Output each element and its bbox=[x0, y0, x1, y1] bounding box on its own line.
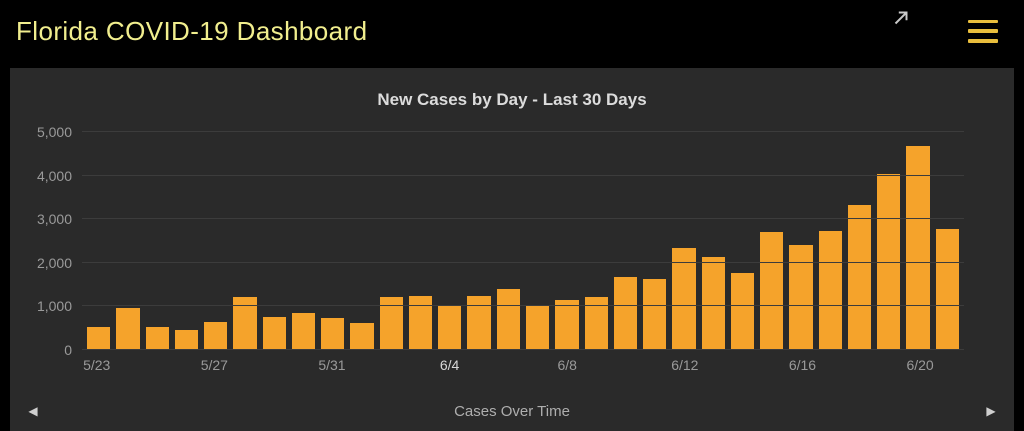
bar-slot bbox=[640, 132, 669, 350]
x-tick-label: 6/8 bbox=[557, 357, 577, 373]
bar-5/28[interactable] bbox=[233, 297, 257, 350]
y-tick-label: 1,000 bbox=[36, 298, 72, 315]
bar-slot bbox=[377, 132, 406, 350]
bar-6/8[interactable] bbox=[555, 299, 579, 350]
plot-area bbox=[82, 131, 964, 350]
bar-slot bbox=[113, 132, 142, 350]
x-axis: 5/23 5/27 5/31 6/4 6/8 6/12 6/16 6/20 bbox=[82, 350, 964, 380]
bar-6/13[interactable] bbox=[701, 257, 725, 350]
x-tick-label: 6/16 bbox=[788, 357, 817, 373]
bar-5/29[interactable] bbox=[262, 316, 286, 350]
bar-6/14[interactable] bbox=[730, 273, 755, 350]
bar-5/31[interactable] bbox=[321, 318, 345, 350]
bar-6/16[interactable] bbox=[789, 244, 813, 350]
bar-6/17[interactable] bbox=[818, 230, 842, 350]
bar-6/7[interactable] bbox=[525, 304, 550, 350]
x-tick-label: 5/23 bbox=[83, 357, 111, 373]
x-tick-label: 6/20 bbox=[906, 357, 934, 373]
bar-slot bbox=[845, 132, 874, 350]
y-tick-label: 4,000 bbox=[36, 167, 72, 184]
bar-6/2[interactable] bbox=[379, 297, 403, 350]
chart-title: New Cases by Day - Last 30 Days bbox=[377, 90, 647, 109]
bar-5/26[interactable] bbox=[174, 329, 199, 350]
expand-button[interactable] bbox=[890, 7, 912, 29]
x-tick-label: 6/4 bbox=[439, 357, 460, 373]
gridline bbox=[82, 349, 964, 350]
bar-6/1[interactable] bbox=[350, 323, 374, 350]
bar-slot bbox=[230, 132, 259, 350]
gridline bbox=[82, 261, 964, 263]
bar-6/15[interactable] bbox=[760, 231, 784, 350]
y-tick-label: 0 bbox=[64, 342, 72, 358]
footer-label: Cases Over Time bbox=[454, 402, 570, 420]
bar-slot bbox=[523, 132, 552, 350]
scroll-right-arrow-icon[interactable]: ▶ bbox=[986, 404, 996, 418]
y-tick-label: 2,000 bbox=[36, 254, 72, 271]
x-tick-label: 6/12 bbox=[671, 357, 699, 373]
footer-bar: ◀ Cases Over Time ▶ bbox=[10, 395, 1014, 431]
y-tick-label: 5,000 bbox=[36, 124, 72, 140]
menu-button[interactable] bbox=[968, 19, 998, 43]
bar-slot bbox=[728, 132, 757, 350]
bar-6/3[interactable] bbox=[408, 295, 433, 350]
scroll-left-arrow-icon[interactable]: ◀ bbox=[28, 404, 38, 418]
bar-slot bbox=[757, 132, 786, 350]
bar-slot bbox=[435, 132, 464, 350]
bar-slot bbox=[260, 132, 289, 350]
bar-slot bbox=[816, 132, 845, 350]
x-tick-label: 5/27 bbox=[200, 357, 228, 373]
y-tick-label: 3,000 bbox=[36, 211, 72, 228]
bar-slot bbox=[699, 132, 728, 350]
bar-slot bbox=[289, 132, 318, 350]
bar-slot bbox=[172, 132, 201, 350]
page-title: Florida COVID-19 Dashboard bbox=[16, 15, 368, 46]
bar-5/25[interactable] bbox=[145, 326, 169, 350]
bar-5/27[interactable] bbox=[204, 322, 228, 350]
bar-6/4[interactable] bbox=[438, 305, 462, 350]
gridline bbox=[82, 305, 964, 307]
gridline bbox=[82, 174, 964, 176]
bar-slot bbox=[318, 132, 347, 350]
bar-6/21[interactable] bbox=[935, 229, 959, 350]
header: Florida COVID-19 Dashboard bbox=[0, 0, 1024, 62]
bar-slot bbox=[669, 132, 698, 350]
y-axis: 0 1,000 2,000 3,000 4,000 5,000 bbox=[10, 124, 82, 358]
bar-slot bbox=[464, 132, 493, 350]
bar-6/18[interactable] bbox=[847, 205, 872, 350]
gridline bbox=[82, 131, 964, 132]
bar-slot bbox=[494, 132, 523, 350]
bar-6/6[interactable] bbox=[496, 288, 520, 350]
bar-6/11[interactable] bbox=[643, 278, 667, 350]
bar-chart: 0 1,000 2,000 3,000 4,000 5,000 5/23 5/27 5/31 6… bbox=[10, 124, 1014, 380]
bar-6/12[interactable] bbox=[672, 247, 696, 350]
bar-5/23[interactable] bbox=[87, 326, 111, 350]
bar-slot bbox=[786, 132, 815, 350]
menu-icon bbox=[968, 39, 998, 43]
bar-slot bbox=[552, 132, 581, 350]
bar-slot bbox=[582, 132, 611, 350]
bars bbox=[84, 132, 962, 350]
menu-icon bbox=[968, 29, 998, 33]
bar-slot bbox=[933, 132, 962, 350]
bar-slot bbox=[406, 132, 435, 350]
bar-slot bbox=[874, 132, 903, 350]
x-tick-label: 5/31 bbox=[318, 357, 346, 373]
bar-6/10[interactable] bbox=[613, 277, 638, 350]
bar-5/24[interactable] bbox=[116, 307, 140, 350]
bar-6/5[interactable] bbox=[467, 295, 491, 350]
dashboard-panel: New Cases by Day - Last 30 Days 0 1,000 2,… bbox=[10, 68, 1014, 431]
expand-icon bbox=[894, 11, 908, 25]
bar-slot bbox=[611, 132, 640, 350]
bar-slot bbox=[143, 132, 172, 350]
bar-slot bbox=[347, 132, 376, 350]
gridline bbox=[82, 218, 964, 220]
bar-5/30[interactable] bbox=[291, 312, 316, 350]
menu-icon bbox=[968, 19, 998, 23]
bar-slot bbox=[84, 132, 113, 350]
bar-6/9[interactable] bbox=[584, 296, 608, 350]
bar-6/20[interactable] bbox=[906, 146, 930, 350]
bar-slot bbox=[903, 132, 932, 350]
bar-slot bbox=[201, 132, 230, 350]
